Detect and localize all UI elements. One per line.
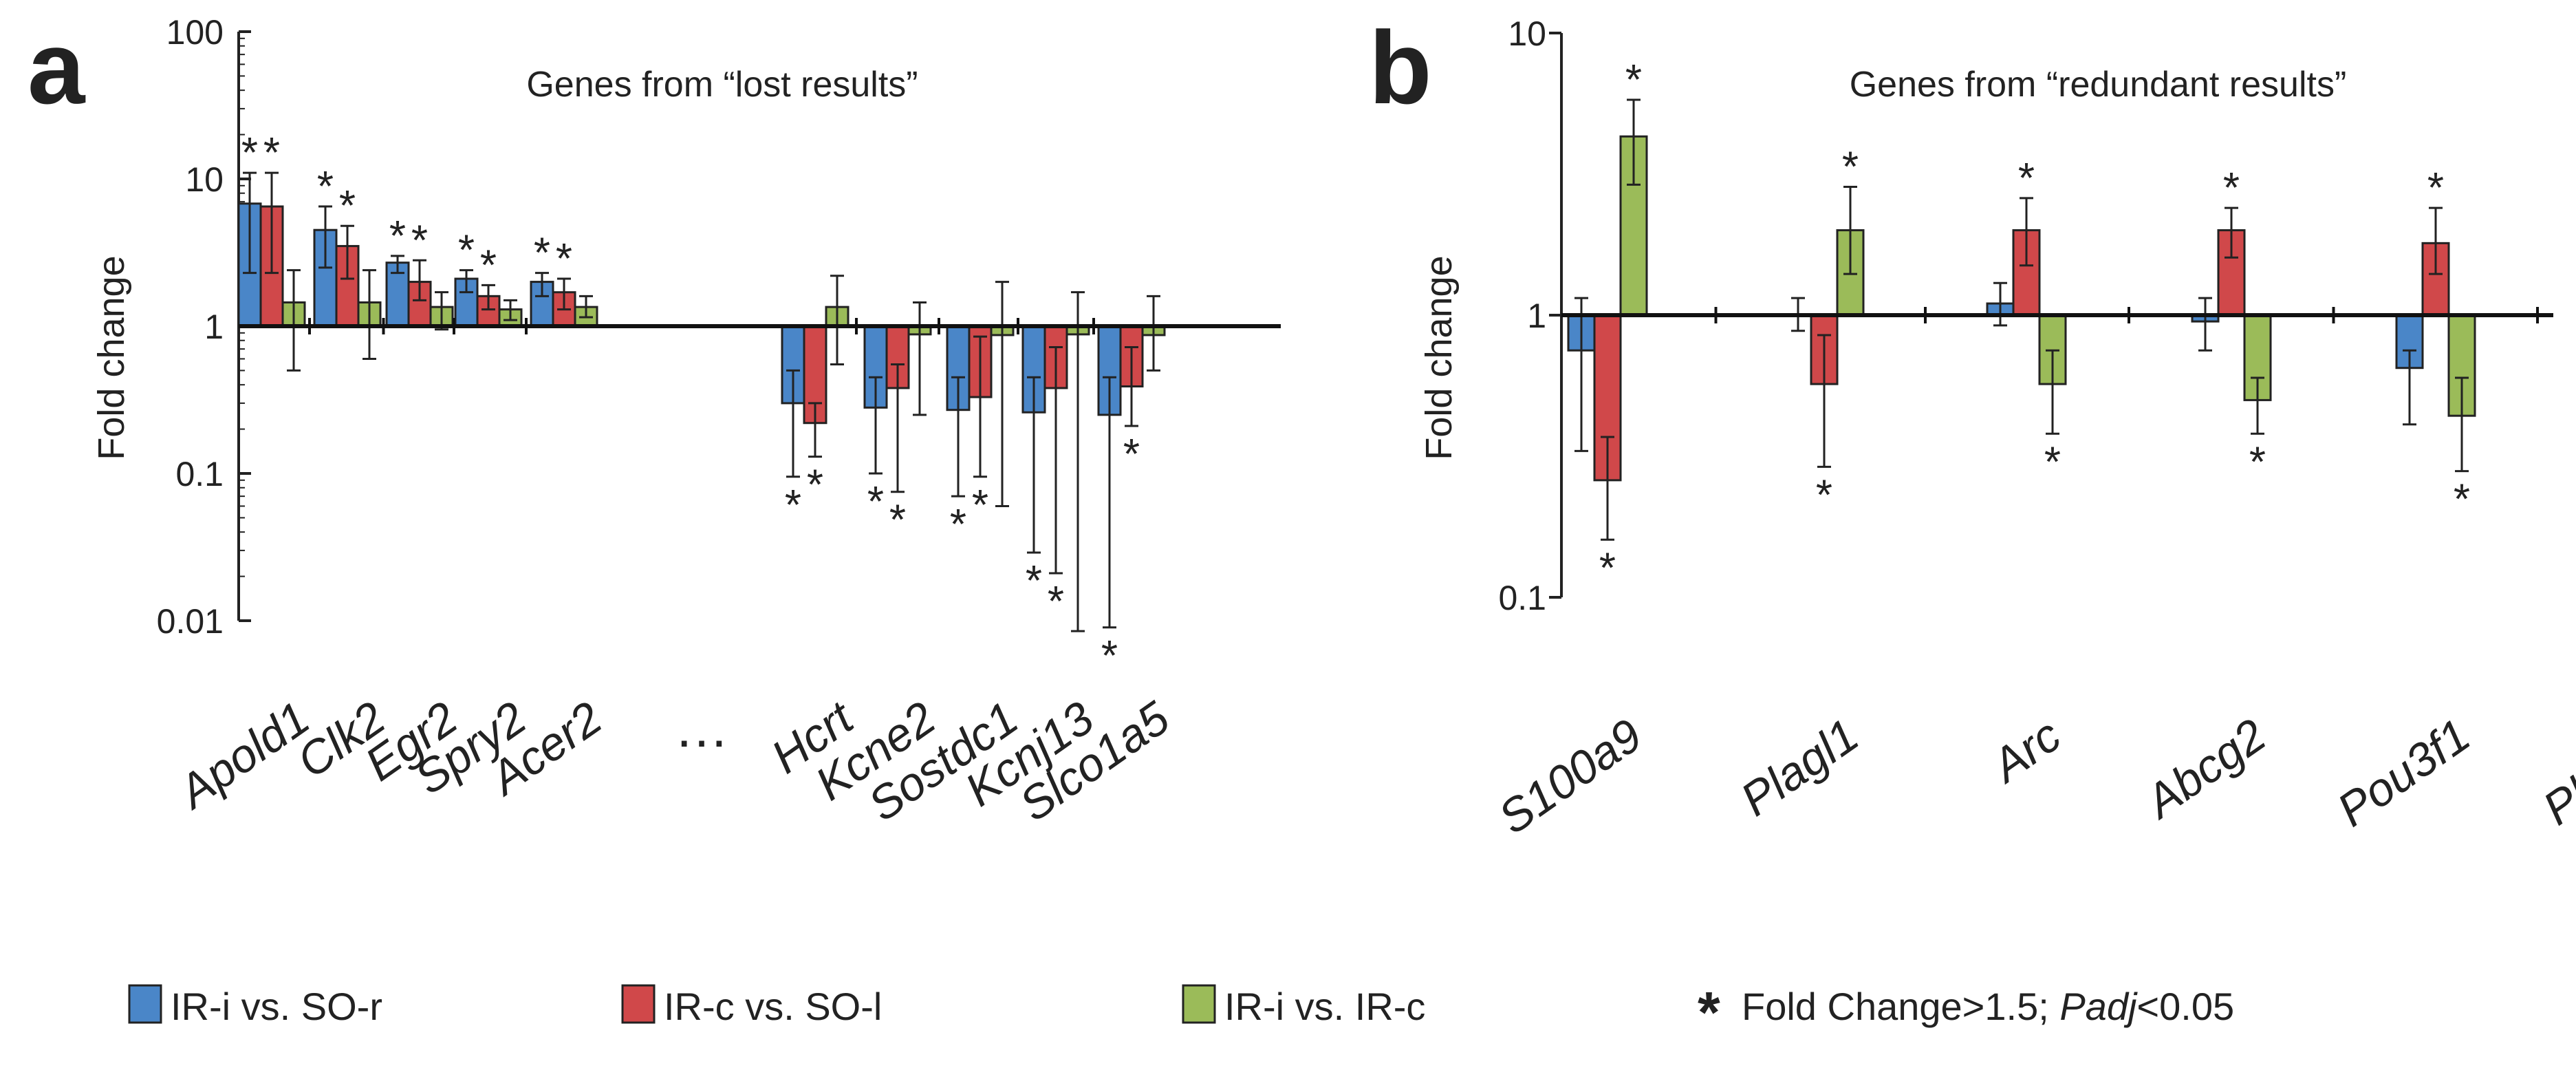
panel-a-y-tick-label: 0.01 <box>157 602 224 641</box>
panel-a-significance-star: * <box>556 235 572 283</box>
legend-swatch-ir-i-vs-so-r <box>128 984 162 1024</box>
legend-label-ir-c-vs-so-l: IR-c vs. SO-l <box>664 985 882 1028</box>
panel-b-letter: b <box>1369 10 1432 125</box>
panel-b-significance-star: * <box>1816 471 1832 519</box>
panel-a-letter: a <box>28 10 86 125</box>
panel-b-significance-star: * <box>2427 164 2444 212</box>
panel-a-significance-star: * <box>1048 578 1064 626</box>
panel-a-y-tick-label: 1 <box>204 308 224 346</box>
panel-b-significance-star: * <box>2249 438 2266 486</box>
legend-significance-note: Fold Change>1.5; Padj<0.05 <box>1742 985 2234 1028</box>
panel-a-significance-star: * <box>458 227 475 275</box>
panel-b-y-axis-label: Fold change <box>1418 255 1460 460</box>
panel-a-significance-star: * <box>807 462 823 509</box>
panel-b-significance-star: * <box>2223 164 2240 212</box>
panel-b-significance-star: * <box>2454 476 2470 524</box>
panel-b-significance-star: * <box>2018 155 2035 202</box>
panel-b-chart: b Genes from “redundant results” Fold ch… <box>1369 10 2576 844</box>
panel-b-significance-star: * <box>2044 438 2061 486</box>
panel-a-significance-star: * <box>1026 557 1042 605</box>
panel-a-significance-star: * <box>1101 632 1118 680</box>
panel-b-title: Genes from “redundant results” <box>1850 65 2347 105</box>
panel-a-significance-star: * <box>317 163 334 211</box>
panel-a-y-axis-label: Fold change <box>91 255 132 460</box>
legend-label-ir-i-vs-so-r: IR-i vs. SO-r <box>171 985 382 1028</box>
panel-b-y-tick-label: 1 <box>1527 297 1546 335</box>
panel-a-y-tick-label: 100 <box>166 13 224 52</box>
panel-a-significance-star: * <box>411 217 428 264</box>
panel-b-category-label-abcg2: Abcg2 <box>2134 709 2275 829</box>
panel-a-significance-star: * <box>889 497 906 544</box>
panel-a-significance-star: * <box>1123 431 1140 478</box>
panel-a-significance-star: * <box>241 129 258 177</box>
panel-a-y-tick-label: 10 <box>185 160 224 199</box>
panel-b-category-label-pla2g3: Pla2g3 <box>2534 709 2576 835</box>
panel-b-y-tick-label: 0.1 <box>1498 579 1546 617</box>
panel-a-bar-red-egr2 <box>407 281 432 328</box>
legend-swatch-ir-c-vs-so-l <box>621 984 656 1024</box>
panel-b-category-label-arc: Arc <box>1980 709 2070 793</box>
panel-a-significance-star: * <box>950 501 966 548</box>
panel-b-significance-star: * <box>1625 56 1642 104</box>
panel-a-ellipsis: … <box>674 697 729 758</box>
legend: IR-i vs. SO-r IR-c vs. SO-l IR-i vs. IR-… <box>128 980 2234 1045</box>
panel-a-title: Genes from “lost results” <box>526 65 918 105</box>
panel-a-significance-star: * <box>972 482 988 529</box>
panel-b-significance-star: * <box>1599 544 1616 592</box>
panel-b-category-label-plagl1: Plagl1 <box>1731 709 1868 826</box>
panel-b-significance-star: * <box>1842 144 1859 191</box>
panel-a-significance-star: * <box>263 129 280 177</box>
panel-b-y-tick-label: 10 <box>1508 14 1546 53</box>
legend-star-icon: * <box>1698 980 1720 1045</box>
panel-b-category-label-pou3f1: Pou3f1 <box>2328 709 2479 837</box>
panel-a-y-tick-label: 0.1 <box>175 455 224 493</box>
legend-swatch-ir-i-vs-ir-c <box>1182 984 1216 1024</box>
panel-a-significance-star: * <box>480 242 497 289</box>
panel-a-significance-star: * <box>534 230 550 277</box>
panel-a-significance-star: * <box>389 213 406 260</box>
panel-a-significance-star: * <box>785 482 801 529</box>
panel-a-significance-star: * <box>867 478 884 526</box>
panel-a-chart: a Genes from “lost results” Fold change … <box>28 10 1281 831</box>
panel-a-significance-star: * <box>339 182 356 230</box>
legend-label-ir-i-vs-ir-c: IR-i vs. IR-c <box>1224 985 1425 1028</box>
panel-b-category-label-s100a9: S100a9 <box>1489 709 1652 844</box>
